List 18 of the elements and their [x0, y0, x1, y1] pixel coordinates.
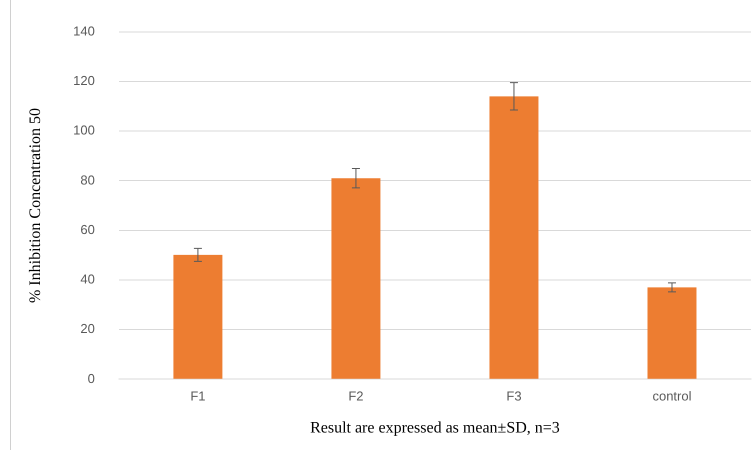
x-tick-label: control	[652, 388, 692, 404]
y-tick-label: 40	[80, 272, 95, 287]
y-tick-label: 20	[80, 321, 95, 336]
y-tick-label: 100	[73, 122, 95, 138]
y-tick-label: 80	[80, 172, 95, 188]
y-tick-label: 140	[73, 23, 95, 38]
y-tick-label: 120	[73, 73, 95, 88]
bar	[331, 178, 380, 379]
x-tick-label: F3	[506, 388, 522, 404]
x-tick-label: F2	[348, 388, 364, 404]
y-tick-label: 0	[88, 370, 95, 386]
bar	[489, 96, 538, 379]
x-tick-label: F1	[190, 388, 206, 404]
x-axis-title: Result are expressed as mean±SD, n=3	[310, 420, 560, 437]
bar	[173, 254, 222, 379]
bar	[647, 287, 696, 379]
y-axis-title: % Inhibition Concentration 50	[26, 108, 44, 304]
y-tick-label: 60	[80, 222, 95, 237]
